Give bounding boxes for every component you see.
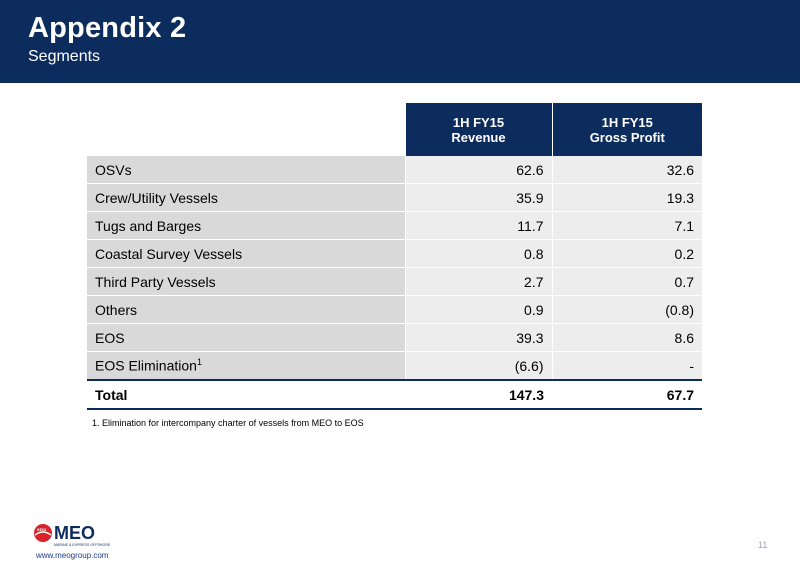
table-row: Tugs and Barges 11.7 7.1 (87, 211, 702, 240)
table-row: Others 0.9 (0.8) (87, 295, 702, 324)
table-header-row: 1H FY15 Revenue 1H FY15 Gross Profit (87, 103, 702, 156)
gross-profit-value: 0.7 (551, 267, 702, 296)
footnote: 1. Elimination for intercompany charter … (92, 418, 364, 428)
meo-logo: ezra MEO MARINE & EXPRESS OFFSHORE (34, 523, 111, 547)
total-gross-profit-value: 67.7 (552, 379, 702, 410)
column-header-line: Gross Profit (589, 129, 665, 145)
revenue-value: (6.6) (404, 351, 552, 381)
page-subtitle: Segments (28, 48, 101, 65)
row-label-cell: EOS Elimination1 (87, 351, 405, 381)
revenue-value: 0.8 (404, 239, 552, 268)
logo-small-text: ezra (37, 527, 47, 532)
segments-table: 1H FY15 Revenue 1H FY15 Gross Profit OSV… (87, 103, 702, 410)
gross-profit-value: - (551, 351, 702, 381)
column-header-revenue: 1H FY15 Revenue (404, 103, 552, 156)
footnote-marker: 1 (196, 357, 202, 368)
row-label: Coastal Survey Vessels (87, 239, 405, 268)
website-url: www.meogroup.com (36, 551, 109, 560)
page-number: 11 (758, 540, 768, 550)
row-label: Crew/Utility Vessels (87, 183, 405, 212)
row-label: EOS Elimination (95, 357, 197, 374)
table-row: Third Party Vessels 2.7 0.7 (87, 267, 702, 296)
row-label: EOS (87, 323, 405, 352)
revenue-value: 11.7 (404, 211, 552, 240)
column-header-line: Revenue (451, 129, 506, 145)
header-blank-cell (87, 103, 405, 156)
column-header-line: 1H FY15 (601, 114, 653, 130)
table-row: EOS 39.3 8.6 (87, 323, 702, 352)
row-label: OSVs (87, 156, 405, 184)
table-row: Crew/Utility Vessels 35.9 19.3 (87, 183, 702, 212)
revenue-value: 39.3 (404, 323, 552, 352)
gross-profit-value: (0.8) (551, 295, 702, 324)
revenue-value: 35.9 (404, 183, 552, 212)
gross-profit-value: 8.6 (551, 323, 702, 352)
gross-profit-value: 19.3 (551, 183, 702, 212)
gross-profit-value: 32.6 (551, 156, 702, 184)
total-label: Total (87, 379, 405, 410)
total-row: Total 147.3 67.7 (87, 379, 702, 410)
row-label: Others (87, 295, 405, 324)
revenue-value: 2.7 (404, 267, 552, 296)
table-row: Coastal Survey Vessels 0.8 0.2 (87, 239, 702, 268)
revenue-value: 62.6 (404, 156, 552, 184)
row-label: Third Party Vessels (87, 267, 405, 296)
page-title: Appendix 2 (28, 12, 187, 44)
gross-profit-value: 0.2 (551, 239, 702, 268)
table-row: EOS Elimination1 (6.6) - (87, 351, 702, 381)
revenue-value: 0.9 (404, 295, 552, 324)
gross-profit-value: 7.1 (551, 211, 702, 240)
logo-text: MEO (54, 523, 95, 543)
logo-emblem (34, 524, 52, 542)
column-header-line: 1H FY15 (452, 114, 505, 130)
row-label: Tugs and Barges (87, 211, 405, 240)
column-header-gross-profit: 1H FY15 Gross Profit (551, 103, 702, 156)
header-banner: Appendix 2 Segments (0, 0, 800, 83)
logo-tagline: MARINE & EXPRESS OFFSHORE (54, 543, 111, 547)
table-row: OSVs 62.6 32.6 (87, 156, 702, 184)
total-revenue-value: 147.3 (405, 379, 552, 410)
